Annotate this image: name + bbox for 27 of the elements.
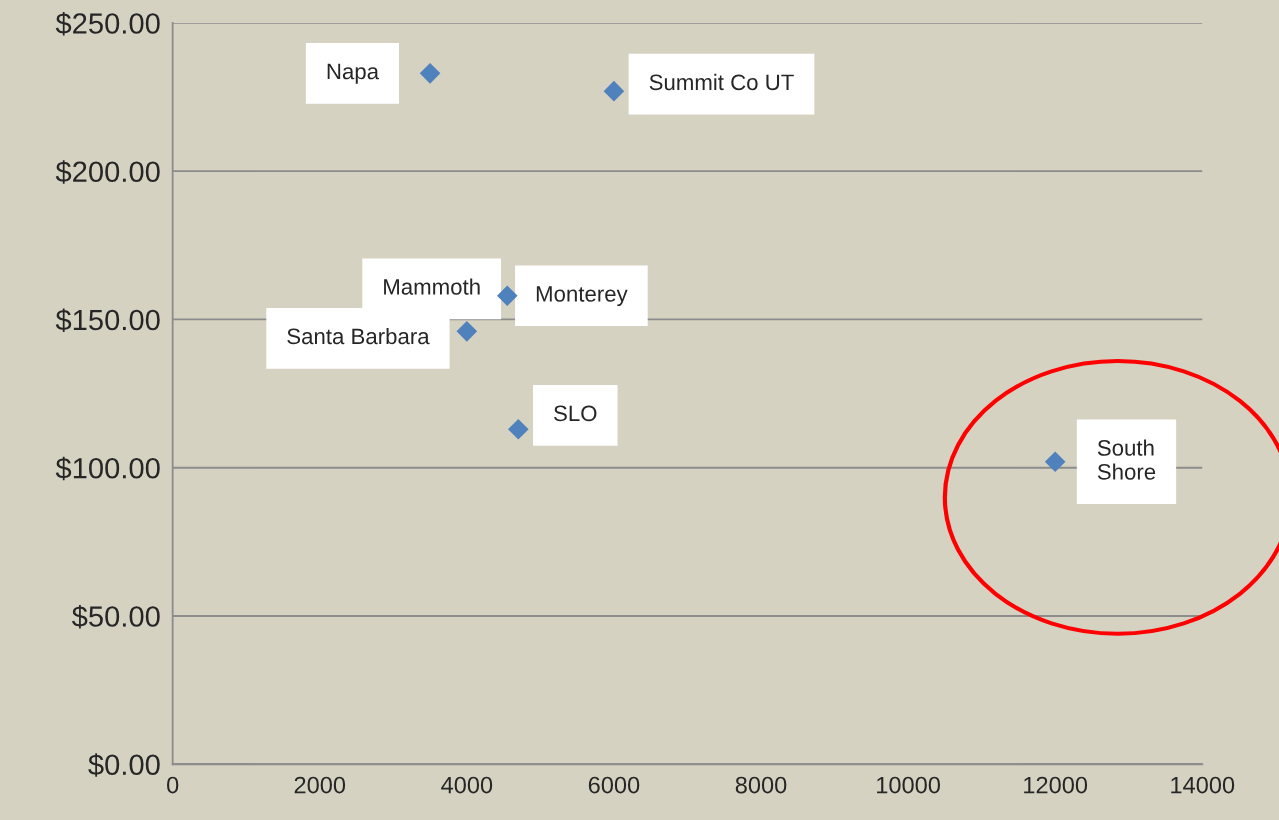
point bbox=[1044, 451, 1066, 473]
point bbox=[419, 63, 441, 84]
annotation: Monterey bbox=[536, 286, 628, 307]
x-tick-label: 0 bbox=[167, 776, 179, 794]
x-tick-label: 12000 bbox=[1024, 776, 1088, 794]
annotation: Napa bbox=[327, 63, 380, 84]
annotation: Summit Co UT bbox=[649, 73, 794, 91]
annotation: SLO bbox=[554, 405, 597, 422]
y-tick-label: $0.00 bbox=[88, 753, 160, 777]
point bbox=[508, 418, 529, 440]
x-tick-label: 14000 bbox=[1171, 776, 1235, 794]
annotation: Mammoth bbox=[384, 278, 480, 295]
x-tick-label: 6000 bbox=[588, 776, 640, 794]
point bbox=[603, 80, 625, 102]
x-tick-label: 10000 bbox=[877, 776, 940, 794]
y-tick-label: $50.00 bbox=[71, 604, 160, 629]
y-tick-label: $150.00 bbox=[55, 308, 160, 333]
x-tick-label: 8000 bbox=[735, 776, 787, 794]
y-tick-label: $250.00 bbox=[55, 11, 160, 36]
x-tick-label: 4000 bbox=[441, 776, 493, 794]
point bbox=[456, 321, 478, 342]
point bbox=[496, 285, 518, 307]
annotation: South Shore bbox=[1097, 439, 1156, 480]
y-tick-label: $200.00 bbox=[55, 160, 160, 184]
annotation: Santa Barbara bbox=[287, 327, 430, 345]
y-tick-label: $100.00 bbox=[55, 456, 160, 481]
x-tick-label: 2000 bbox=[294, 776, 346, 794]
